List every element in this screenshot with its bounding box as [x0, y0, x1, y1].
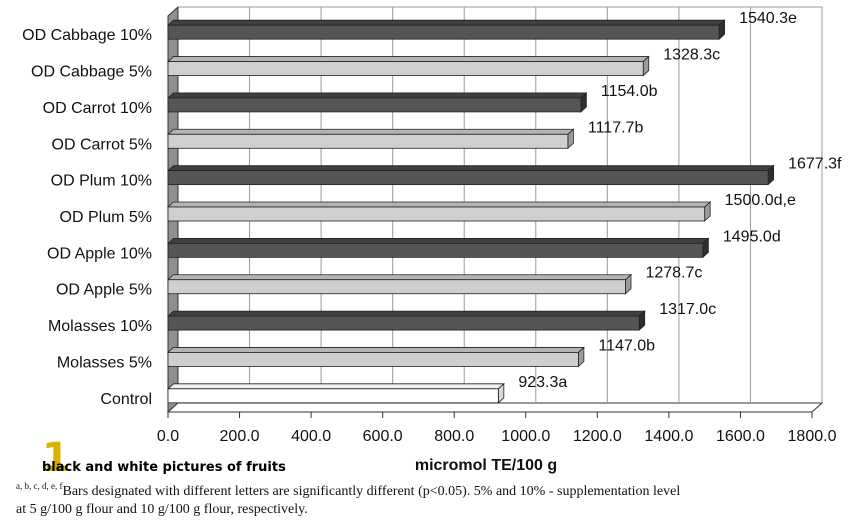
x-tick-label: 0.0 [157, 428, 179, 445]
category-label: OD Carrot 5% [52, 136, 152, 153]
category-label: Molasses 5% [57, 354, 152, 371]
bar-top [166, 165, 775, 172]
bar-top [166, 383, 505, 390]
watermark: 1 black and white pictures of fruits [42, 435, 286, 481]
x-tick-label: 1800.0 [788, 428, 837, 445]
footnote: a, b, c, d, e, fBars designated with dif… [16, 477, 846, 519]
bar [167, 206, 706, 222]
category-label: Control [100, 391, 152, 408]
category-label: OD Plum 10% [51, 173, 152, 190]
bar-top [166, 347, 585, 353]
footnote-superscript: a, b, c, d, e, f [16, 481, 63, 491]
category-label: OD Apple 5% [56, 282, 152, 299]
bar [167, 24, 720, 40]
bar [167, 388, 499, 404]
data-label: 1540.3e [739, 10, 797, 27]
category-label: OD Apple 10% [47, 245, 152, 262]
bar-top [166, 274, 633, 281]
data-label: 1154.0b [601, 83, 658, 100]
data-label: 1147.0b [598, 337, 655, 354]
x-tick-label: 200.0 [220, 428, 260, 445]
category-label: OD Cabbage 5% [31, 64, 152, 81]
bar [167, 97, 582, 113]
bars [166, 19, 775, 404]
watermark-number: 1 [42, 435, 70, 481]
category-label: OD Carrot 10% [43, 100, 152, 117]
bar [167, 61, 644, 76]
bar-top [166, 19, 726, 26]
x-axis-title: micromol TE/100 g [415, 457, 557, 474]
data-label: 1278.7c [645, 265, 702, 282]
x-tick-label: 1200.0 [573, 428, 622, 445]
data-label: 923.3a [518, 374, 567, 391]
bar-top [166, 128, 575, 135]
bar-top [166, 92, 588, 99]
bar-top [166, 201, 712, 208]
bar-top [166, 56, 650, 62]
data-label: 1328.3c [663, 47, 720, 64]
x-tick-label: 400.0 [291, 428, 331, 445]
x-tick-label: 800.0 [434, 428, 474, 445]
footnote-line1: Bars designated with different letters a… [62, 484, 681, 499]
x-tick-label: 1000.0 [501, 428, 550, 445]
data-label: 1317.0c [659, 301, 716, 318]
data-label: 1677.3f [788, 156, 842, 173]
bar [167, 242, 704, 258]
bar [167, 315, 640, 331]
data-label: 1495.0d [723, 228, 781, 245]
floor [166, 402, 824, 413]
data-label: 1500.0d,e [725, 192, 796, 209]
category-label: OD Cabbage 10% [22, 27, 152, 44]
x-tick-label: 600.0 [363, 428, 403, 445]
data-label: 1117.7b [588, 119, 644, 136]
bar [167, 133, 569, 149]
watermark-text: black and white pictures of fruits [42, 460, 286, 475]
category-label: OD Plum 5% [60, 209, 152, 226]
category-label: Molasses 10% [48, 318, 152, 335]
bar [167, 279, 626, 295]
x-tick-label: 1600.0 [716, 428, 765, 445]
footnote-line2: at 5 g/100 g flour and 10 g/100 g flour,… [16, 502, 308, 517]
bar [167, 352, 579, 367]
bar [167, 170, 769, 186]
bar-top [166, 237, 710, 244]
bar-top [166, 310, 646, 317]
x-tick-label: 1400.0 [644, 428, 693, 445]
labels: 0.0 200.0 400.0 600.0 800.0 1000.0 1200.0 1400.… [22, 10, 842, 445]
